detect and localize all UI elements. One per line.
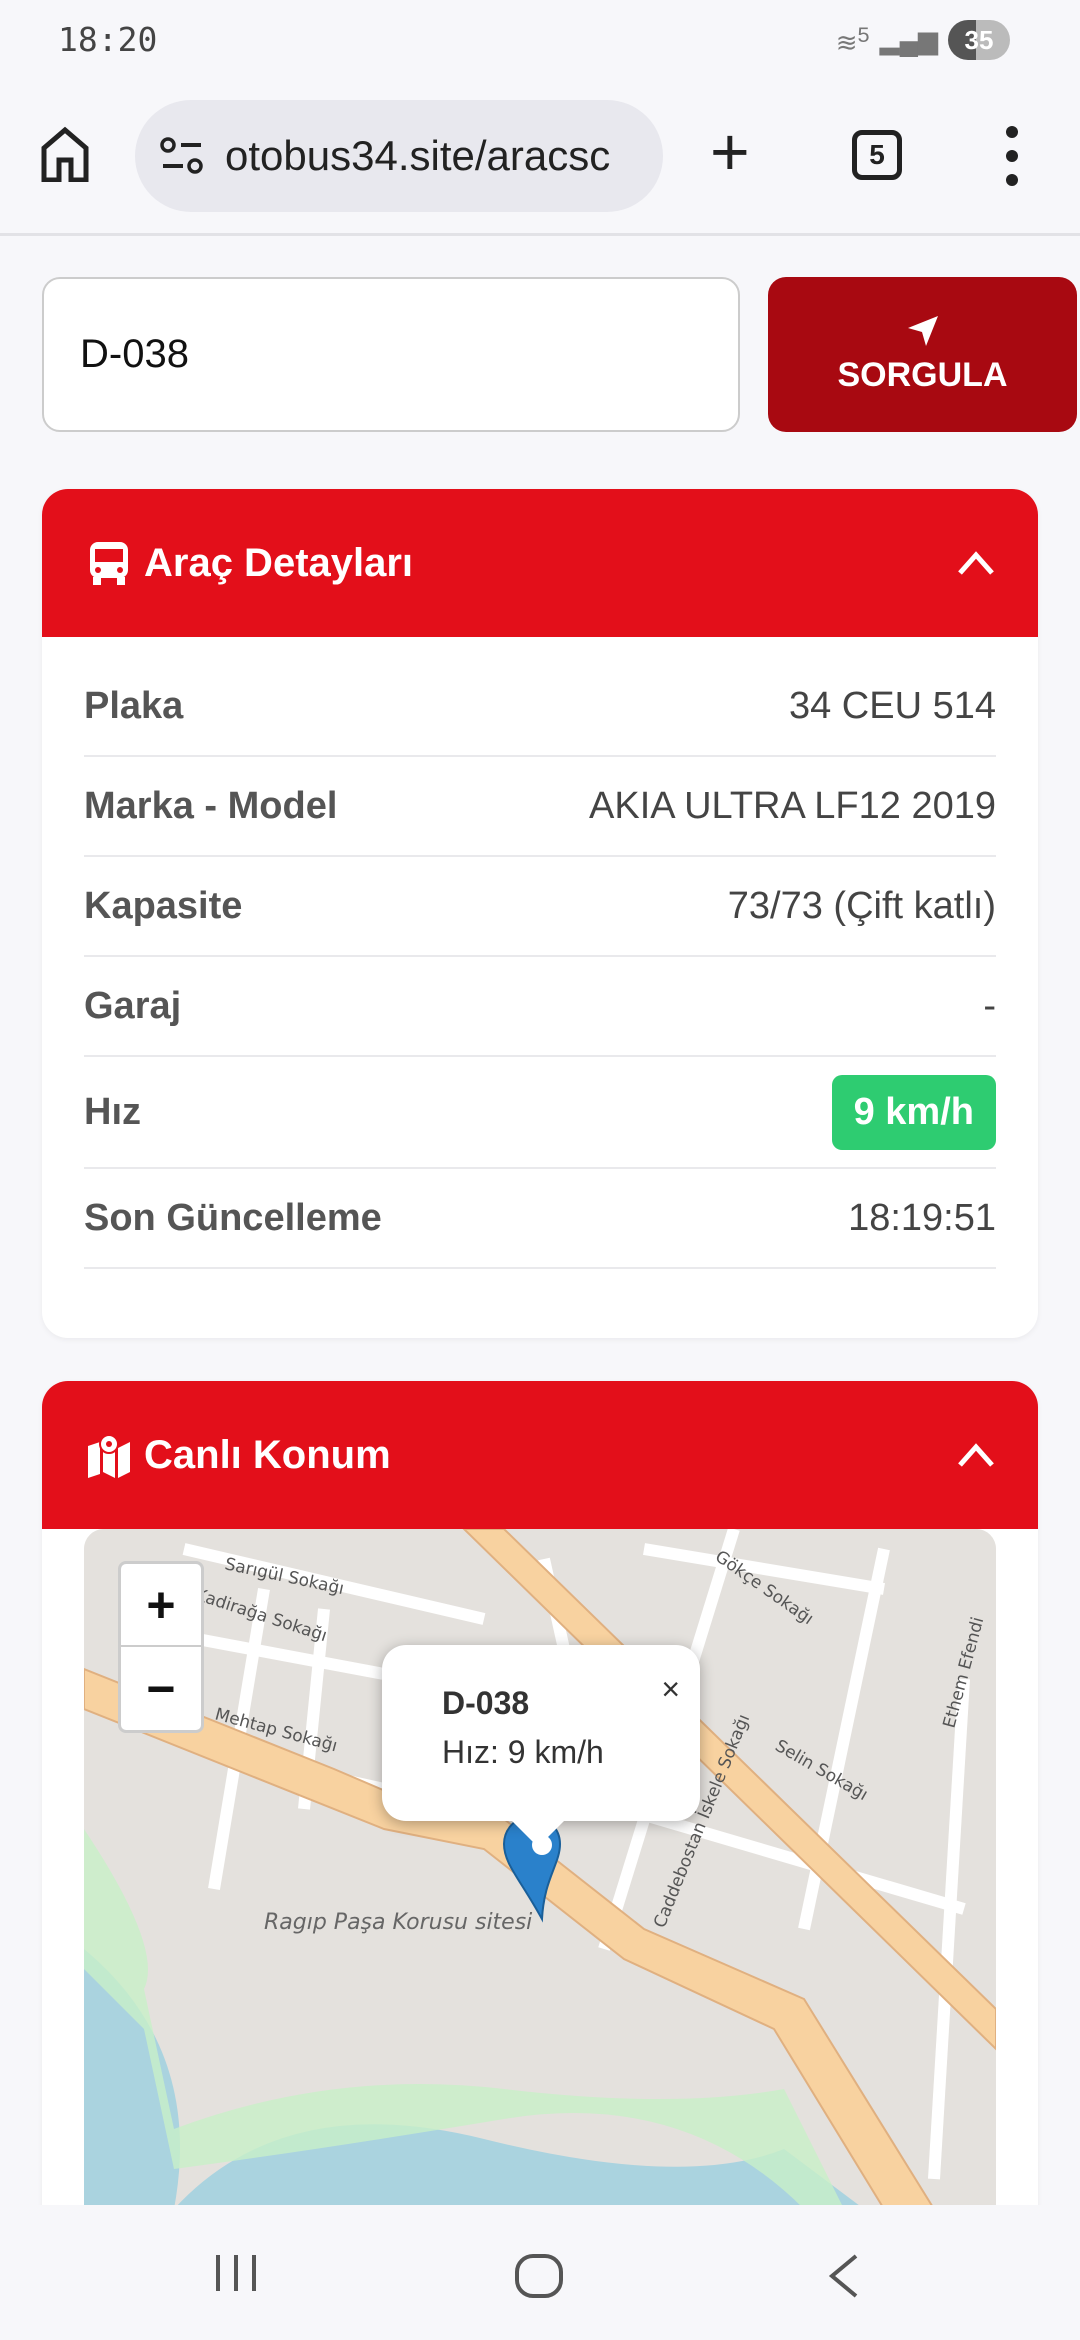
status-bar: 18:20 ≋5 ▂▄▆ 35 [0,0,1080,80]
chevron-up-icon[interactable] [956,1435,996,1475]
system-nav-bar [0,2205,1080,2340]
bus-icon [90,542,128,585]
zoom-out-button[interactable]: − [146,1660,176,1717]
detail-row-capacity: Kapasite 73/73 (Çift katlı) [84,857,996,957]
map-label: Ragıp Paşa Korusu sitesi [264,1910,532,1935]
battery-icon: 35 [948,20,1010,60]
query-button[interactable]: SORGULA [768,277,1077,432]
detail-row-garage: Garaj - [84,957,996,1057]
live-location-card: Canlı Konum Sarıgül Sokağı Kadirağa Soka… [42,1381,1038,2281]
detail-row-model: Marka - Model AKIA ULTRA LF12 2019 [84,757,996,857]
detail-row-speed: Hız 9 km/h [84,1057,996,1169]
home-icon[interactable] [40,126,90,182]
speed-badge: 9 km/h [831,1074,996,1150]
live-location-header[interactable]: Canlı Konum [42,1381,1038,1529]
detail-row-last-update: Son Güncelleme 18:19:51 [84,1169,996,1269]
tab-switcher-button[interactable]: 5 [852,130,902,180]
recent-apps-button[interactable] [212,2253,260,2298]
browser-toolbar: otobus34.site/aracsc + 5 [0,80,1080,236]
popup-close-button[interactable]: × [661,1671,680,1707]
url-text: otobus34.site/aracsc [225,132,611,179]
live-map[interactable]: Sarıgül Sokağı Kadirağa Sokağı Gökçe Sok… [84,1529,996,2209]
site-settings-icon[interactable] [159,136,205,176]
wifi-icon: ≋5 [835,21,870,58]
zoom-in-button[interactable]: + [121,1564,201,1647]
marker-popup: × D-038 Hız: 9 km/h [382,1645,700,1847]
location-arrow-icon [907,316,938,346]
map-location-icon [88,1434,130,1478]
map-tiles: Sarıgül Sokağı Kadirağa Sokağı Gökçe Sok… [84,1529,996,2209]
clock: 18:20 [58,20,158,59]
chevron-up-icon[interactable] [956,543,996,583]
more-menu-icon[interactable] [1000,126,1024,186]
home-button[interactable] [514,2253,564,2304]
signal-icon: ▂▄▆ [879,24,938,55]
new-tab-button[interactable]: + [710,114,750,190]
address-bar[interactable]: otobus34.site/aracsc [135,100,663,212]
vehicle-search-input[interactable] [42,277,740,432]
back-button[interactable] [826,2253,862,2304]
vehicle-details-header[interactable]: Araç Detayları [42,489,1038,637]
detail-row-plate: Plaka 34 CEU 514 [84,657,996,757]
vehicle-details-card: Araç Detayları Plaka 34 CEU 514 Marka - M… [42,489,1038,1338]
zoom-control: + − [118,1561,204,1733]
